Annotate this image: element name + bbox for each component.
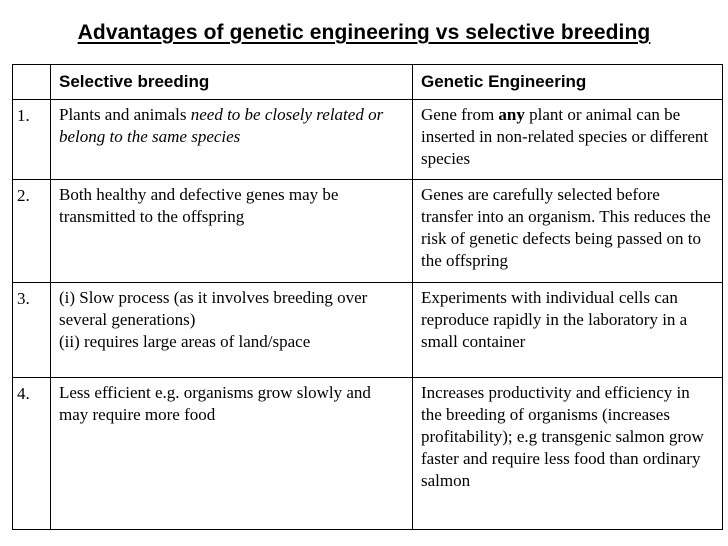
selective-cell: Plants and animals need to be closely re… [50,99,413,180]
table-row: 3. (i) Slow process (as it involves bree… [12,282,723,378]
table-row: 2. Both healthy and defective genes may … [12,179,723,283]
genetic-cell: Increases productivity and efficiency in… [412,377,723,530]
genetic-cell: Genes are carefully selected before tran… [412,179,723,283]
table-row: 4. Less efficient e.g. organisms grow sl… [12,377,723,530]
cell-text: plant or animal can be inserted in non-r… [421,105,709,168]
cell-bold-text: any [498,105,525,124]
row-number: 2. [12,179,51,283]
table-header-row: Selective breeding Genetic Engineering [12,64,723,100]
header-selective-breeding: Selective breeding [50,64,413,100]
row-number: 1. [12,99,51,180]
page-title: Advantages of genetic engineering vs sel… [77,21,651,44]
selective-cell: (i) Slow process (as it involves breedin… [50,282,413,378]
header-number [12,64,51,100]
selective-cell: Less efficient e.g. organisms grow slowl… [50,377,413,530]
table-row: 1. Plants and animals need to be closely… [12,99,723,180]
row-number: 3. [12,282,51,378]
comparison-table: Selective breeding Genetic Engineering 1… [12,64,723,530]
cell-line: (i) Slow process (as it involves breedin… [59,288,368,329]
row-number: 4. [12,377,51,530]
genetic-cell: Gene from any plant or animal can be ins… [412,99,723,180]
header-genetic-engineering: Genetic Engineering [412,64,723,100]
cell-text: Gene from [421,105,499,124]
cell-italic-text: need to be closely related or belong to … [59,105,384,146]
selective-cell: Both healthy and defective genes may be … [50,179,413,283]
cell-line: (ii) requires large areas of land/space [59,332,311,351]
genetic-cell: Experiments with individual cells can re… [412,282,723,378]
cell-text: Plants and animals [59,105,191,124]
